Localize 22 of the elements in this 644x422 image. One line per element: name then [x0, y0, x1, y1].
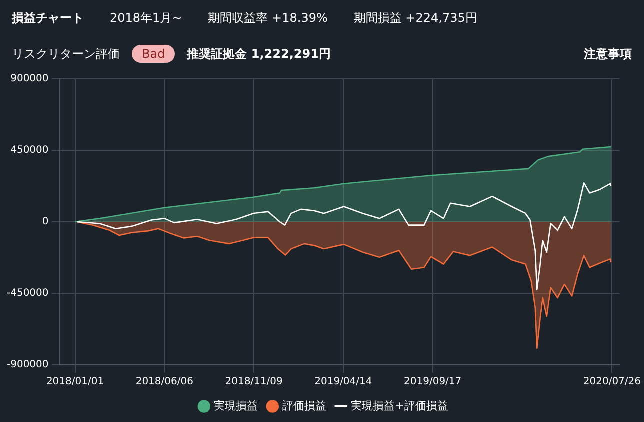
y-tick-label: -450000 [6, 288, 49, 300]
text: 推奨証拠金 1,222,291円 [187, 46, 331, 62]
legend-label: 評価損益 [282, 399, 327, 412]
text: リスクリターン評価 [12, 46, 120, 62]
y-tick-label: 450000 [10, 145, 49, 156]
y-tick-label: 900000 [10, 74, 49, 85]
x-tick-label: 2020/07/26 [583, 376, 641, 388]
x-tick-label: 2019/04/14 [314, 376, 372, 388]
text: 2018年1月~ [110, 10, 182, 26]
x-tick-label: 2018/11/09 [225, 376, 283, 388]
text: Bad [132, 45, 176, 63]
text: 期間収益率 +18.39% [208, 10, 328, 26]
y-tick-label: 0 [42, 216, 49, 228]
x-tick-label: 2018/06/06 [136, 376, 194, 388]
legend-label: 実現損益 [214, 399, 258, 412]
legend-label: 実現損益+評価損益 [351, 399, 448, 412]
x-tick-label: 2018/01/01 [46, 376, 104, 388]
text: 期間損益 +224,735円 [354, 10, 478, 26]
y-tick-label: -900000 [6, 360, 49, 371]
x-tick-label: 2019/09/17 [404, 376, 462, 388]
chart-title: 損益チャート [12, 10, 84, 26]
text: 注意事項 [584, 46, 632, 62]
